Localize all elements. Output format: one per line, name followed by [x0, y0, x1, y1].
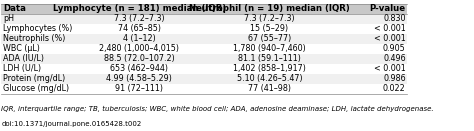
FancyBboxPatch shape: [1, 64, 407, 74]
FancyBboxPatch shape: [1, 54, 407, 64]
Text: 0.022: 0.022: [383, 84, 406, 93]
FancyBboxPatch shape: [1, 34, 407, 44]
Text: 7.3 (7.2–7.3): 7.3 (7.2–7.3): [114, 14, 165, 23]
Text: 653 (462–944): 653 (462–944): [110, 64, 168, 73]
Text: 0.905: 0.905: [383, 44, 406, 53]
Text: WBC (μL): WBC (μL): [3, 44, 40, 53]
Text: Protein (mg/dL): Protein (mg/dL): [3, 74, 65, 83]
Text: 7.3 (7.2–7.3): 7.3 (7.2–7.3): [244, 14, 295, 23]
Text: IQR, interquartile range; TB, tuberculosis; WBC, white blood cell; ADA, adenosin: IQR, interquartile range; TB, tuberculos…: [1, 106, 434, 112]
Text: LDH (U/L): LDH (U/L): [3, 64, 41, 73]
Text: Glucose (mg/dL): Glucose (mg/dL): [3, 84, 69, 93]
Text: 0.830: 0.830: [383, 14, 406, 23]
Text: < 0.001: < 0.001: [374, 24, 406, 33]
Text: Data: Data: [3, 4, 26, 13]
Text: 67 (55–77): 67 (55–77): [248, 34, 291, 43]
Text: pH: pH: [3, 14, 14, 23]
FancyBboxPatch shape: [1, 14, 407, 24]
FancyBboxPatch shape: [1, 44, 407, 54]
Text: Neutrophils (%): Neutrophils (%): [3, 34, 65, 43]
Text: Lymphocyte (n = 181) median (IQR): Lymphocyte (n = 181) median (IQR): [53, 4, 226, 13]
FancyBboxPatch shape: [1, 24, 407, 34]
Text: 2,480 (1,000–4,015): 2,480 (1,000–4,015): [100, 44, 180, 53]
Text: 77 (41–98): 77 (41–98): [248, 84, 291, 93]
Text: 1,780 (940–7,460): 1,780 (940–7,460): [233, 44, 306, 53]
Text: ADA (IU/L): ADA (IU/L): [3, 54, 44, 63]
Text: 0.986: 0.986: [383, 74, 406, 83]
Text: 4.99 (4.58–5.29): 4.99 (4.58–5.29): [107, 74, 173, 83]
FancyBboxPatch shape: [1, 74, 407, 84]
Text: 88.5 (72.0–107.2): 88.5 (72.0–107.2): [104, 54, 175, 63]
FancyBboxPatch shape: [1, 4, 407, 14]
Text: 5.10 (4.26–5.47): 5.10 (4.26–5.47): [237, 74, 302, 83]
Text: 74 (65–85): 74 (65–85): [118, 24, 161, 33]
Text: 81.1 (59.1–111): 81.1 (59.1–111): [238, 54, 301, 63]
Text: < 0.001: < 0.001: [374, 64, 406, 73]
Text: doi:10.1371/journal.pone.0165428.t002: doi:10.1371/journal.pone.0165428.t002: [1, 121, 142, 127]
Text: Lymphocytes (%): Lymphocytes (%): [3, 24, 73, 33]
Text: 91 (72–111): 91 (72–111): [115, 84, 164, 93]
Text: P-value: P-value: [370, 4, 406, 13]
Text: 4 (1–12): 4 (1–12): [123, 34, 156, 43]
Text: Neutrophil (n = 19) median (IQR): Neutrophil (n = 19) median (IQR): [189, 4, 350, 13]
FancyBboxPatch shape: [1, 84, 407, 94]
Text: 1,402 (858–1,917): 1,402 (858–1,917): [233, 64, 306, 73]
Text: 0.496: 0.496: [383, 54, 406, 63]
Text: < 0.001: < 0.001: [374, 34, 406, 43]
Text: 15 (5–29): 15 (5–29): [250, 24, 288, 33]
